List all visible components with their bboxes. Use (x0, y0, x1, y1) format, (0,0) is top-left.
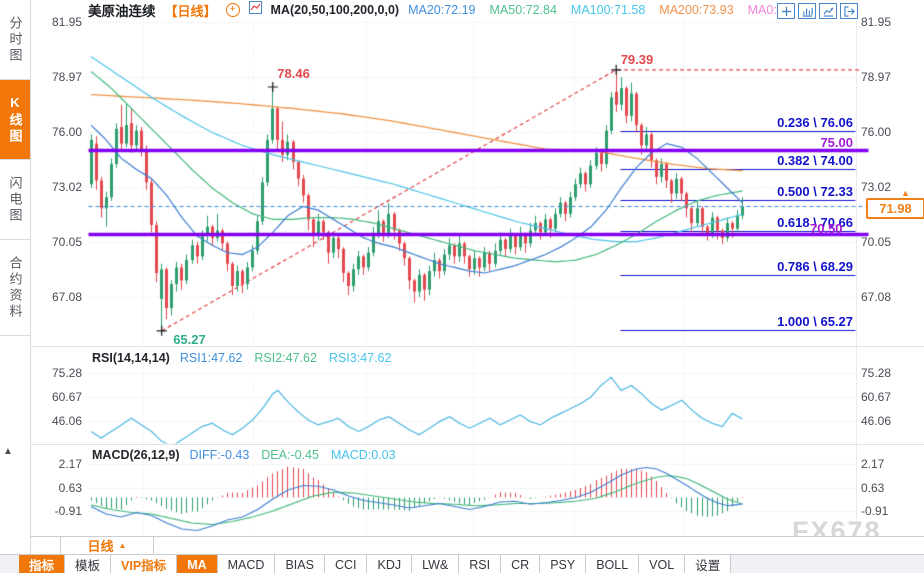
toolbar-item-VOL[interactable]: VOL (639, 555, 686, 573)
macd-values: DIFF:-0.43 DEA:-0.45 MACD:0.03 (190, 448, 396, 462)
macd-header: MACD(26,12,9) DIFF:-0.43 DEA:-0.45 MACD:0.… (92, 448, 396, 462)
period-up-arrow-icon: ▲ (118, 541, 127, 550)
pane-divider-macd (30, 444, 924, 445)
rsi-header: RSI(14,14,14) RSI1:47.62 RSI2:47.62 RSI3:4… (92, 351, 391, 365)
ma-values: MA20:72.19 MA50:72.84 MA100:71.58 MA200:73.… (408, 3, 784, 17)
time-axis-row: 日线 ▲ (30, 536, 924, 555)
toolbar-item-CR[interactable]: CR (501, 555, 541, 573)
toolbar-item-MACD[interactable]: MACD (217, 555, 276, 573)
sidebar-item-4[interactable]: 合约资料 (0, 240, 30, 336)
current-price-badge: 71.98 (866, 198, 924, 219)
window-tool-icons (777, 3, 858, 19)
toolbar-item-PSY[interactable]: PSY (540, 555, 587, 573)
ma-value-5: MA0:7 (747, 3, 784, 17)
ma-value-1: MA20:72.19 (408, 3, 476, 17)
indicator-toolbar: 指标 模板 VIP指标 MA MACD BIAS CCI KDJ LW& RSI CR PSY BOLL… (0, 554, 924, 573)
macd-value-2: DEA:-0.45 (261, 448, 319, 462)
period-selector[interactable]: 日线 ▲ (60, 537, 154, 554)
ma-value-4: MA200:73.93 (659, 3, 734, 17)
move-crosshair-icon[interactable] (777, 3, 795, 19)
toolbar-item-BIAS[interactable]: BIAS (275, 555, 325, 573)
rsi-values: RSI1:47.62 RSI2:47.62 RSI3:47.62 (180, 351, 392, 365)
period-selector-label: 日线 (87, 539, 114, 554)
toolbar-item-设置[interactable]: 设置 (685, 555, 732, 573)
collapse-panel-icon[interactable]: ▲ (3, 446, 13, 457)
toolbar-item-MA[interactable]: MA (177, 555, 218, 573)
toolbar-item-RSI[interactable]: RSI (459, 555, 502, 573)
sidebar-item-2[interactable]: K线图 (0, 80, 30, 160)
add-indicator-icon[interactable]: + (225, 3, 240, 17)
toolbar-item-VIP指标[interactable]: VIP指标 (111, 555, 178, 573)
rsi-value-3: RSI3:47.62 (328, 351, 392, 365)
symbol-title: 美原油连续 (88, 4, 156, 19)
toolbar-item-模板[interactable]: 模板 (65, 555, 112, 573)
rsi-params[interactable]: RSI(14,14,14) (92, 351, 170, 365)
chart-arrow-icon[interactable] (819, 3, 837, 19)
candlestick-chart-icon (248, 1, 262, 19)
sidebar-item-1[interactable]: 分时图 (0, 0, 30, 80)
toolbar-item-LW&[interactable]: LW& (412, 555, 460, 573)
ma-value-2: MA50:72.84 (489, 3, 557, 17)
period-tag[interactable]: 【日线】 (164, 3, 217, 19)
sidebar-item-3[interactable]: 闪电图 (0, 160, 30, 240)
macd-params[interactable]: MACD(26,12,9) (92, 448, 180, 462)
toolbar-item-指标[interactable]: 指标 (19, 555, 66, 573)
chart-header: 美原油连续 【日线】 + MA(20,50,100,200,0,0) MA20:… (88, 1, 784, 19)
rsi-value-2: RSI2:47.62 (254, 351, 317, 365)
toolbar-item-CCI[interactable]: CCI (324, 555, 368, 573)
exit-pane-icon[interactable] (840, 3, 858, 19)
toolbar-item-BOLL[interactable]: BOLL (586, 555, 640, 573)
pane-divider-rsi (30, 346, 924, 347)
macd-value-3: MACD:0.03 (330, 448, 396, 462)
ma-value-3: MA100:71.58 (570, 3, 646, 17)
price-up-arrow-icon: ▲ (901, 188, 910, 198)
toolbar-item-KDJ[interactable]: KDJ (367, 555, 413, 573)
left-sidebar: 分时图 K线图 闪电图 合约资料 (0, 0, 31, 573)
rsi-value-1: RSI1:47.62 (179, 351, 243, 365)
macd-value-1: DIFF:-0.43 (189, 448, 250, 462)
bar-panel-icon[interactable] (798, 3, 816, 19)
ma-settings-label[interactable]: MA(20,50,100,200,0,0) (270, 3, 400, 17)
